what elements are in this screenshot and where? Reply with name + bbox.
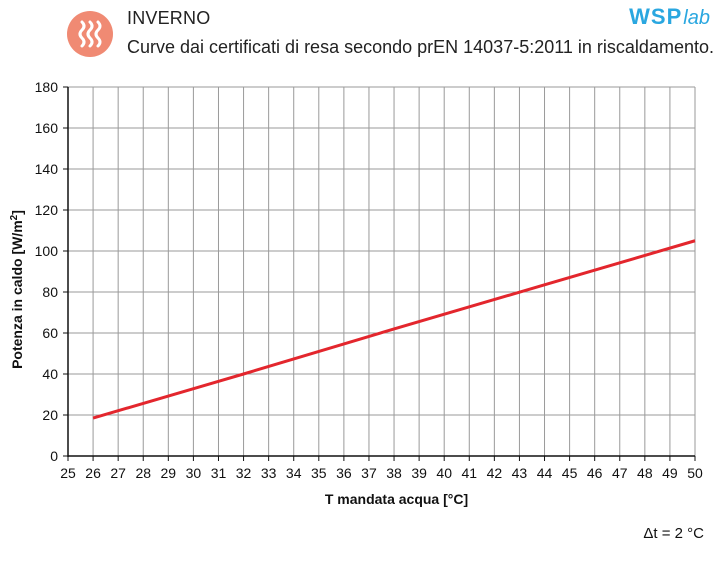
x-axis-title: T mandata acqua [°C]	[325, 491, 468, 507]
x-tick-label: 33	[261, 465, 277, 481]
x-tick-label: 34	[286, 465, 302, 481]
brand-main: WSP	[629, 4, 683, 29]
x-tick-label: 26	[85, 465, 101, 481]
x-tick-label: 39	[411, 465, 427, 481]
brand-logo: WSP lab	[629, 4, 710, 30]
y-axis-title: Potenza in caldo [W/m2]	[9, 210, 25, 369]
page-subtitle: Curve dai certificati di resa secondo pr…	[127, 37, 714, 57]
y-tick-label: 40	[42, 366, 58, 382]
x-tick-label: 28	[135, 465, 151, 481]
y-tick-label: 20	[42, 407, 58, 423]
series-line	[92, 239, 696, 420]
x-tick-label: 48	[637, 465, 653, 481]
y-tick-label: 180	[35, 79, 59, 95]
x-tick-label: 29	[161, 465, 177, 481]
x-tick-label: 38	[386, 465, 402, 481]
delta-t-note: Δt = 2 °C	[643, 525, 704, 542]
y-tick-label: 0	[50, 448, 58, 464]
x-tick-label: 36	[336, 465, 352, 481]
x-tick-label: 44	[537, 465, 553, 481]
x-tick-label: 31	[211, 465, 227, 481]
x-tick-label: 40	[436, 465, 452, 481]
x-tick-label: 37	[361, 465, 377, 481]
x-tick-label: 25	[60, 465, 76, 481]
y-tick-label: 160	[35, 120, 59, 136]
brand-sub: lab	[683, 7, 710, 29]
x-tick-label: 47	[612, 465, 628, 481]
x-tick-label: 46	[587, 465, 603, 481]
y-tick-label: 120	[35, 202, 59, 218]
x-tick-label: 30	[186, 465, 202, 481]
x-tick-label: 27	[110, 465, 126, 481]
x-tick-label: 42	[487, 465, 503, 481]
y-axis-title-end: ]	[9, 210, 25, 215]
x-tick-label: 50	[687, 465, 703, 481]
x-tick-label: 32	[236, 465, 252, 481]
x-tick-label: 43	[512, 465, 528, 481]
y-tick-label: 100	[35, 243, 59, 259]
y-tick-label: 140	[35, 161, 59, 177]
y-tick-label: 80	[42, 284, 58, 300]
x-tick-label: 45	[562, 465, 578, 481]
y-tick-label: 60	[42, 325, 58, 341]
y-axis-title-main: Potenza in caldo [W/m	[9, 220, 25, 369]
x-tick-label: 49	[662, 465, 678, 481]
heating-waves-icon	[67, 11, 113, 57]
x-tick-label: 35	[311, 465, 327, 481]
page-title: INVERNO	[127, 8, 211, 28]
y-axis-title-sup: 2	[9, 214, 20, 220]
x-tick-label: 41	[461, 465, 477, 481]
